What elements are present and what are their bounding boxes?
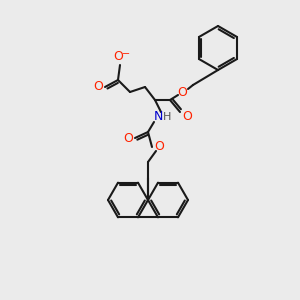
Text: O: O (177, 85, 187, 98)
Text: −: − (122, 49, 130, 59)
Text: O: O (123, 131, 133, 145)
Text: N: N (153, 110, 163, 124)
Text: O: O (113, 50, 123, 64)
Text: O: O (154, 140, 164, 154)
Text: O: O (93, 80, 103, 94)
Text: H: H (163, 112, 171, 122)
Text: O: O (182, 110, 192, 122)
